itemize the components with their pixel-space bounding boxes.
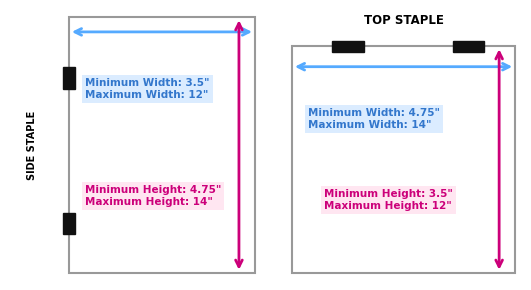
Text: Minimum Height: 3.5"
Maximum Height: 12": Minimum Height: 3.5" Maximum Height: 12" [324,189,453,211]
Bar [292,46,515,273]
Text: Minimum Width: 4.75"
Maximum Width: 14": Minimum Width: 4.75" Maximum Width: 14" [308,108,440,130]
Text: TOP STAPLE: TOP STAPLE [364,14,443,27]
Text: SIDE STAPLE: SIDE STAPLE [27,110,37,180]
Bar [332,41,364,52]
Text: Minimum Width: 3.5"
Maximum Width: 12": Minimum Width: 3.5" Maximum Width: 12" [85,78,209,100]
Bar [452,41,484,52]
Bar [63,213,75,234]
Text: Minimum Height: 4.75"
Maximum Height: 14": Minimum Height: 4.75" Maximum Height: 14… [85,185,221,207]
Bar [63,67,75,89]
Bar [69,17,255,273]
